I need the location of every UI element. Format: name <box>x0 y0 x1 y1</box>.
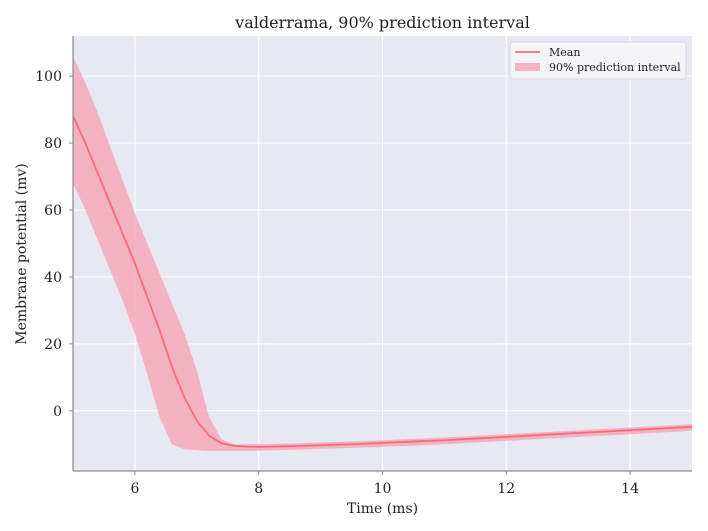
x-tick-label: 10 <box>374 481 392 497</box>
mean-line <box>72 115 693 448</box>
y-tick-label: 0 <box>53 404 62 420</box>
y-tick-label: 40 <box>44 270 62 286</box>
x-tick-label: 6 <box>130 481 139 497</box>
legend-mean-label: Mean <box>549 46 580 59</box>
x-axis-label: Time (ms) <box>347 501 418 517</box>
y-axis-label: Membrane potential (mv) <box>14 163 30 344</box>
y-tick-label: 100 <box>35 69 62 85</box>
ticks-layer: 6 8 10 12 14 0 20 40 60 80 100 <box>35 69 639 497</box>
legend: Mean 90% prediction interval <box>509 41 687 80</box>
x-tick-label: 8 <box>254 481 263 497</box>
legend-box <box>509 41 687 80</box>
legend-interval-label: 90% prediction interval <box>549 61 681 74</box>
legend-interval-swatch <box>515 63 540 71</box>
series-layer <box>72 56 693 451</box>
chart-title: valderrama, 90% prediction interval <box>234 13 530 32</box>
x-tick-label: 14 <box>621 481 639 497</box>
y-tick-label: 80 <box>44 136 62 152</box>
x-tick-label: 12 <box>497 481 515 497</box>
y-tick-label: 60 <box>44 203 62 219</box>
y-tick-label: 20 <box>44 337 62 353</box>
